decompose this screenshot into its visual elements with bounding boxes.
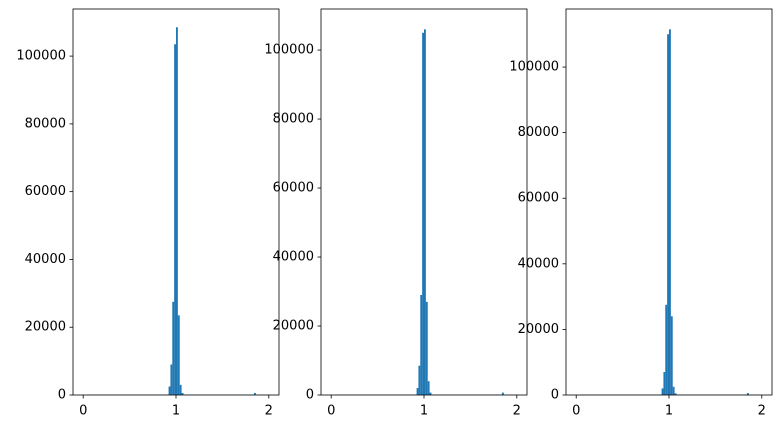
- bar: [174, 44, 176, 395]
- y-tick-label: 100000: [16, 49, 66, 64]
- y-tick-label: 20000: [273, 319, 314, 334]
- bar: [665, 304, 668, 395]
- y-tick-label: 40000: [25, 252, 66, 267]
- bar: [176, 27, 178, 395]
- bar: [172, 301, 175, 395]
- x-tick-label: 2: [265, 404, 273, 419]
- y-tick-label: 0: [551, 388, 559, 403]
- x-tick-label: 1: [665, 404, 673, 419]
- x-tick-label: 0: [79, 404, 87, 419]
- y-tick-label: 40000: [273, 250, 314, 265]
- x-tick-label: 1: [172, 404, 180, 419]
- y-tick-label: 100000: [264, 43, 314, 58]
- bar: [425, 301, 428, 395]
- bar: [420, 294, 423, 395]
- bar: [177, 315, 180, 395]
- y-tick-label: 100000: [509, 60, 559, 75]
- bar: [429, 392, 432, 395]
- bar: [672, 386, 675, 395]
- y-tick-label: 60000: [25, 184, 66, 199]
- y-tick-label: 20000: [25, 320, 66, 335]
- bar: [416, 388, 419, 395]
- bar: [661, 388, 664, 395]
- bar: [424, 29, 426, 395]
- bar: [253, 392, 256, 395]
- y-tick-label: 60000: [273, 181, 314, 196]
- bar: [422, 32, 424, 396]
- bar: [746, 393, 749, 395]
- x-tick-label: 0: [327, 404, 335, 419]
- bar: [170, 364, 173, 395]
- y-tick-label: 80000: [25, 116, 66, 131]
- bar: [418, 365, 421, 395]
- y-tick-label: 0: [306, 388, 314, 403]
- y-tick-label: 80000: [518, 125, 559, 140]
- bar: [501, 392, 504, 395]
- bar: [179, 384, 182, 395]
- y-tick-label: 40000: [518, 256, 559, 271]
- bar: [663, 372, 666, 395]
- bar: [168, 386, 171, 395]
- x-tick-label: 1: [420, 404, 428, 419]
- bar: [667, 34, 669, 396]
- bar: [669, 29, 671, 396]
- bar: [674, 393, 677, 395]
- bar: [670, 316, 673, 395]
- bar: [181, 392, 184, 395]
- y-tick-label: 20000: [518, 322, 559, 337]
- y-tick-label: 0: [58, 388, 66, 403]
- bar: [427, 381, 430, 395]
- x-tick-label: 0: [572, 404, 580, 419]
- y-tick-label: 80000: [273, 112, 314, 127]
- y-tick-label: 60000: [518, 191, 559, 206]
- x-tick-label: 2: [513, 404, 521, 419]
- x-tick-label: 2: [758, 404, 766, 419]
